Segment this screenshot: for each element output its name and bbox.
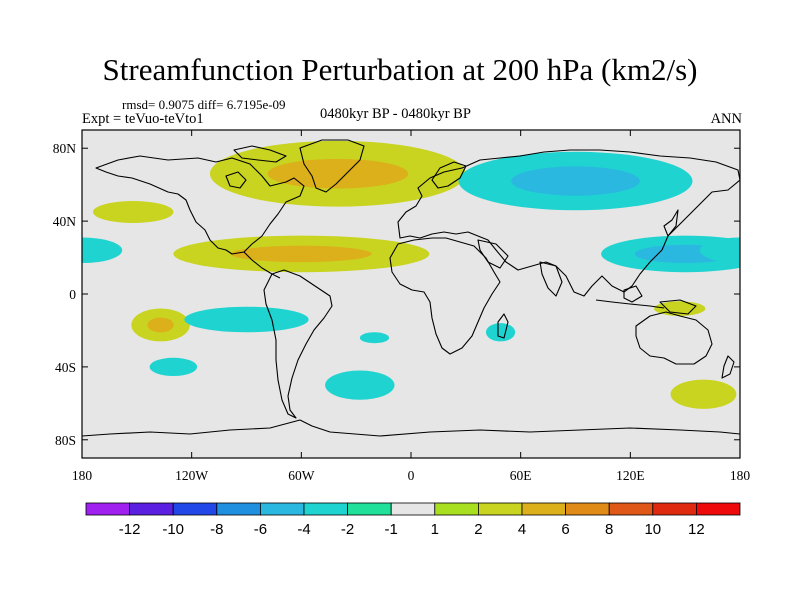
season-label: ANN [710,111,742,127]
colorbar-swatch [259,502,305,516]
colorbar-swatch [85,502,130,516]
colorbar-label: -8 [210,521,223,538]
x-tick-label: 60E [510,468,532,483]
x-tick-label: 60W [288,468,315,483]
coast-africa [389,237,501,355]
contour-core-7 [147,317,174,333]
coast-antarctica [82,419,740,437]
colorbar-label: -4 [297,521,310,538]
coast-greenland [299,139,365,193]
y-tick-label: 80S [55,433,76,448]
colorbar-swatch [434,502,479,516]
x-tick-label: 120E [616,468,645,483]
colorbar-label: 1 [431,521,439,538]
x-tick-label: 180 [72,468,93,483]
colorbar-label: -6 [254,521,267,538]
coast-new-guinea [659,299,697,315]
coast-central-america [243,251,281,279]
coast-borneo [623,285,643,303]
colorbar-swatch [696,502,741,516]
colorbar-swatch [347,502,392,516]
contour-region-6 [82,237,123,264]
y-tick-label: 80N [53,141,77,156]
colorbar-label: 2 [474,521,482,538]
colorbar-label: -2 [341,521,354,538]
x-tick-label: 180 [730,468,751,483]
coast-india [539,261,563,297]
coast-indonesia [595,299,665,309]
coast-scandinavia [431,161,467,189]
contour-core-2 [230,245,372,263]
contour-region-5 [92,201,174,223]
coast-north-america [95,155,305,255]
contour-region-10 [149,357,198,377]
x-tick-label: 0 [408,468,415,483]
coast-australia [635,311,713,365]
colorbar-swatch [652,502,697,516]
contour-region-9 [359,332,390,344]
colorbar-label: 6 [561,521,569,538]
colorbar-label: 10 [644,521,661,538]
colorbar-swatch [129,502,174,516]
coast-arabia [477,239,509,269]
colorbar-swatch [303,502,348,516]
stats-label: rmsd= 0.9075 diff= 6.7195e-09 [122,97,286,112]
colorbar-label: 4 [518,521,526,538]
coast-hudson-bay [225,171,247,189]
coast-arctic-islands [233,145,287,163]
y-tick-label: 40N [53,214,77,229]
colorbar-swatch [216,502,261,516]
colorbar-swatch [390,502,436,516]
chart-title: Streamfunction Perturbation at 200 hPa (… [102,52,698,87]
y-tick-label: 0 [69,287,76,302]
colorbar-swatch [565,502,610,516]
coast-new-zealand [721,355,735,379]
period-label: 0480kyr BP - 0480kyr BP [320,106,471,122]
colorbar-swatch [608,502,654,516]
axis-ticks: 180 120W 60W 0 60E 120E 180 80N 40N 0 40S 80S [53,130,751,483]
contour-region-11 [325,370,395,400]
colorbar-swatch [172,502,218,516]
colorbar-label: -1 [385,521,398,538]
colorbar: -12 -10 -8 -6 -4 -2 -1 1 2 4 6 8 10 12 [85,502,741,538]
colorbar-label: 8 [605,521,613,538]
contour-region-12 [485,323,516,342]
contour-region-wrap-6 [699,237,740,264]
contour-fields [82,140,740,409]
coast-madagascar [497,313,509,339]
contour-core-3 [511,166,640,196]
contour-core-1 [267,158,409,189]
coastlines [82,139,740,437]
colorbar-label: -12 [119,521,141,538]
y-tick-label: 40S [55,360,76,375]
colorbar-swatch [477,502,523,516]
x-tick-label: 120W [175,468,208,483]
coast-south-america [263,269,333,419]
experiment-label: Expt = teVuo-teVto1 [82,111,204,127]
colorbar-label: 12 [688,521,705,538]
contour-region-8 [184,306,309,333]
contour-region-14 [670,379,737,409]
colorbar-label: -10 [162,521,184,538]
coast-japan [663,209,679,237]
colorbar-swatch [521,502,566,516]
